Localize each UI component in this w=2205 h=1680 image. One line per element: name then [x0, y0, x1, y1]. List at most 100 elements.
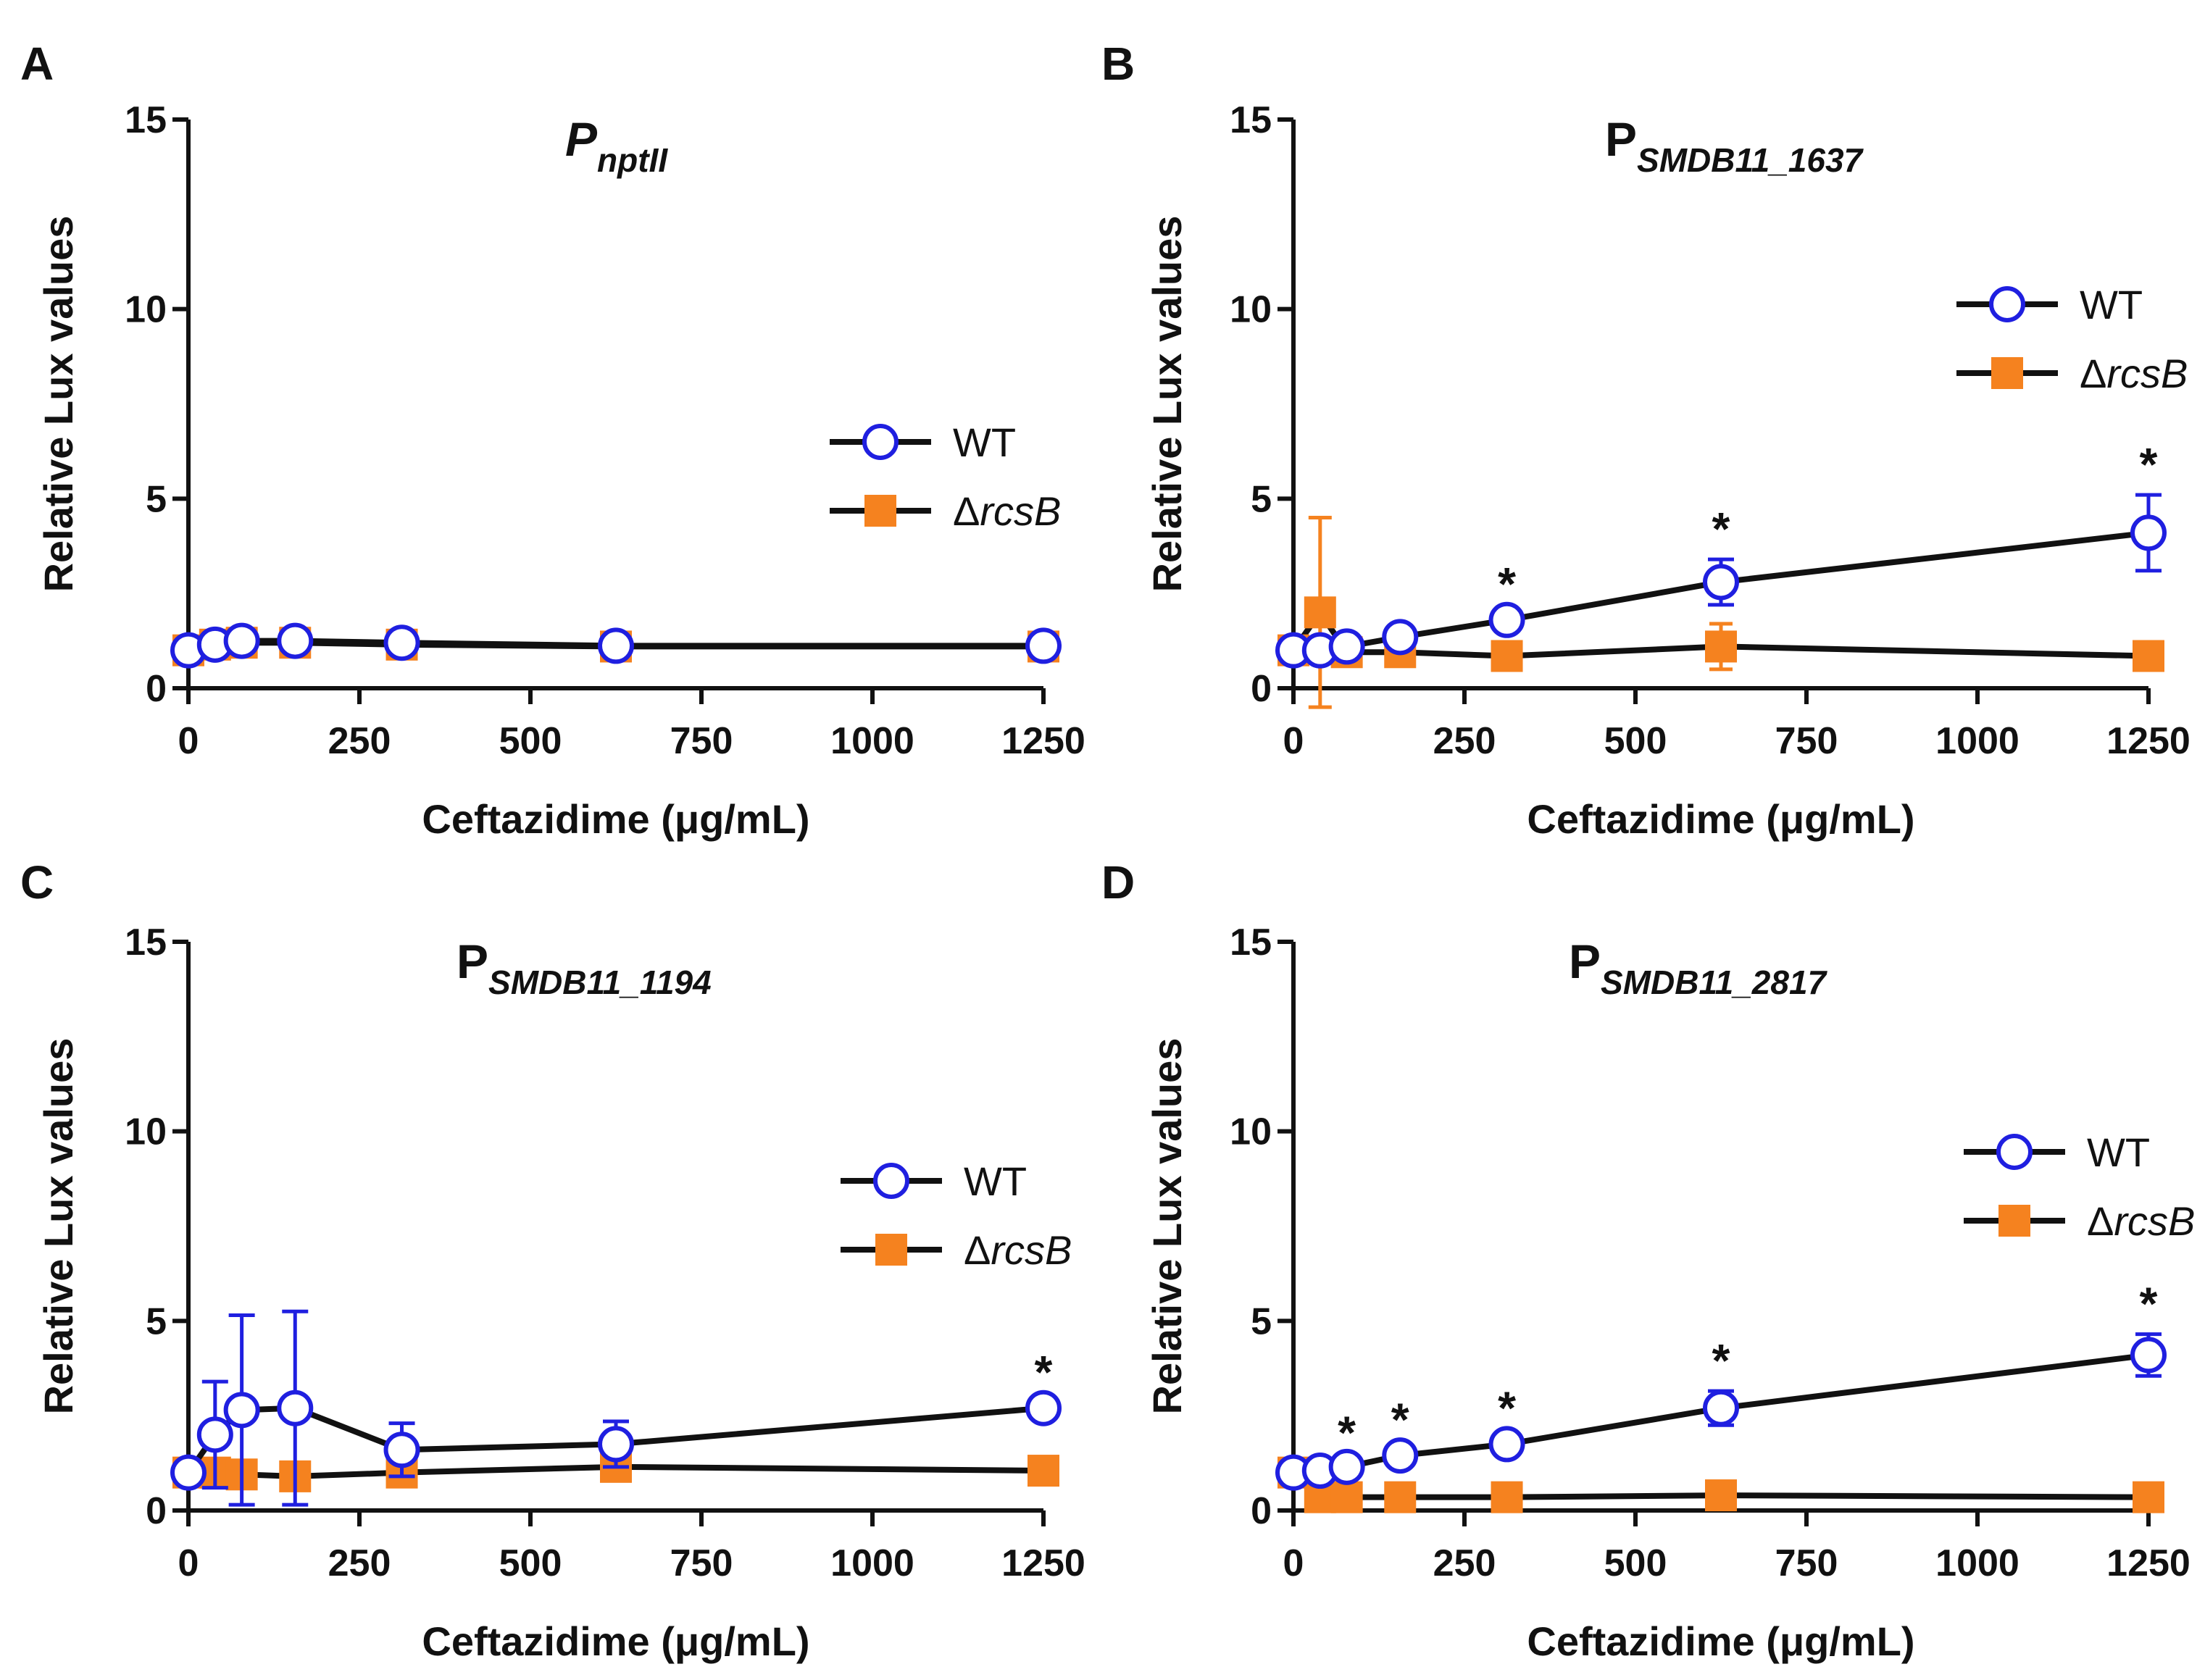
panel-d-significance-star: * [1498, 1382, 1516, 1434]
panel-b-legend-wt-marker [1989, 286, 2025, 322]
panel-c-letter: C [20, 856, 54, 908]
panel-d-y-axis-title: Relative Lux values [1144, 1038, 1190, 1415]
panel-c-ytick-label: 15 [125, 922, 167, 964]
panel-d-legend-mut-delta: Δ [2087, 1198, 2114, 1244]
panel-d-legend-mut-gene: rcsB [2114, 1198, 2195, 1244]
panel-a-ytick-label: 0 [146, 668, 167, 710]
panel-a-legend-wt-label: WT [953, 419, 1016, 465]
panel-d-xtick-label: 500 [1604, 1542, 1667, 1584]
panel-d-letter: D [1101, 856, 1135, 908]
panel-b-xtick-label: 0 [1283, 720, 1304, 762]
panel-d-ytick-label: 5 [1251, 1300, 1272, 1342]
panel-b-legend-mut-marker [1991, 357, 2023, 389]
panel-b-mut-point [1491, 640, 1523, 672]
panel-b-significance-star: * [1498, 558, 1516, 610]
panel-d-legend-mut-label: ΔrcsB [2087, 1198, 2195, 1244]
panel-a-ytick-label: 5 [146, 478, 167, 520]
panel-a-ytick-label: 15 [125, 99, 167, 141]
panel-c-mut-point [1028, 1455, 1059, 1487]
panel-b-significance-star: * [1712, 503, 1730, 555]
panel-a-wt-point [383, 624, 420, 661]
panel-a-wt-point [1025, 627, 1062, 664]
panel-c-legend-mut-gene: rcsB [991, 1227, 1072, 1273]
panel-d-significance-star: * [1338, 1407, 1356, 1459]
panel-c-wt-point [196, 1416, 233, 1453]
panel-b-ytick-label: 10 [1230, 289, 1272, 331]
panel-c-y-axis-title: Relative Lux values [36, 1038, 81, 1415]
panel-d-xtick-label: 1250 [2106, 1542, 2191, 1584]
panel-c-xtick-label: 750 [670, 1542, 733, 1584]
panel-b-y-axis-title: Relative Lux values [1144, 216, 1190, 593]
panel-d-mut-point [1705, 1479, 1737, 1512]
panel-b-wt-point [1328, 628, 1365, 665]
panel-a-y-axis-title: Relative Lux values [36, 216, 81, 593]
panel-b-legend-mut-delta: Δ [2080, 351, 2106, 396]
panel-d-significance-star: * [1391, 1393, 1409, 1445]
panel-d-mut-point [1491, 1481, 1523, 1513]
panel-a-legend-mut-delta: Δ [953, 488, 980, 534]
panel-b-legend-mut-gene: rcsB [2106, 351, 2188, 396]
panel-b-wt-point [1488, 601, 1525, 638]
panel-d-ytick-label: 0 [1251, 1490, 1272, 1532]
panel-c-ytick-label: 10 [125, 1111, 167, 1153]
panel-b-ytick-label: 5 [1251, 478, 1272, 520]
panel-a-xtick-label: 0 [178, 720, 199, 762]
panel-d-title: PSMDB11_2817 [1569, 935, 1828, 1001]
panel-d-ytick-label: 15 [1230, 922, 1272, 964]
panel-c-xtick-label: 250 [328, 1542, 391, 1584]
panel-a-ytick-label: 10 [125, 289, 167, 331]
panel-c-legend-mut-label: ΔrcsB [964, 1227, 1072, 1273]
panel-d-legend-wt-label: WT [2087, 1129, 2150, 1175]
panel-a-xtick-label: 1000 [830, 720, 914, 762]
panel-b-legend-wt-label: WT [2080, 282, 2143, 327]
panel-b-xtick-label: 1250 [2106, 720, 2191, 762]
panel-d-wt-point [1488, 1426, 1525, 1463]
panel-a-xtick-label: 250 [328, 720, 391, 762]
panel-b-mut-point [1304, 596, 1336, 629]
panel-c-legend-mut-marker [875, 1234, 907, 1266]
panel-b-wt-point [2130, 514, 2167, 551]
panel-c-legend-wt-label: WT [964, 1158, 1027, 1204]
panel-d-xtick-label: 250 [1433, 1542, 1496, 1584]
panel-a-xtick-label: 1250 [1001, 720, 1085, 762]
panel-a-legend-mut-label: ΔrcsB [953, 488, 1061, 534]
panel-c-xtick-label: 1000 [830, 1542, 914, 1584]
panel-d-legend-wt-marker [1996, 1134, 2033, 1170]
panel-b-significance-star: * [2140, 438, 2158, 490]
panel-b-wt-point [1382, 619, 1419, 656]
panel-c-title-subscript: SMDB11_1194 [488, 964, 712, 1001]
panel-d-significance-star: * [2140, 1278, 2158, 1330]
panel-b-wt-point [1703, 564, 1739, 601]
panel-d-legend-mut-marker [1998, 1205, 2030, 1237]
panel-c-wt-point [277, 1389, 314, 1426]
panel-d-wt-point [2130, 1337, 2167, 1374]
panel-a-wt-point [598, 627, 634, 664]
panel-d-significance-star: * [1712, 1334, 1730, 1387]
panel-d-ytick-label: 10 [1230, 1111, 1272, 1153]
panel-b-ytick-label: 0 [1251, 668, 1272, 710]
panel-c-xtick-label: 500 [499, 1542, 562, 1584]
panel-b-mut-point [1705, 630, 1737, 663]
panel-a-wt-point [223, 622, 260, 659]
panel-b-ytick-label: 15 [1230, 99, 1272, 141]
panel-c-wt-point [223, 1392, 260, 1429]
panel-c-legend-mut-delta: Δ [964, 1227, 991, 1273]
panel-a-title: PnptII [565, 112, 668, 179]
panel-d-wt-point [1382, 1437, 1419, 1474]
panel-a-wt-point [277, 622, 314, 659]
panel-c-title: PSMDB11_1194 [457, 935, 712, 1001]
panel-a-legend-mut-marker [864, 495, 896, 527]
panel-b-xtick-label: 500 [1604, 720, 1667, 762]
panel-b-title-subscript: SMDB11_1637 [1637, 141, 1864, 179]
panel-b-xtick-label: 1000 [1935, 720, 2019, 762]
panel-b-title-main: P [1605, 112, 1637, 166]
panel-a-xtick-label: 750 [670, 720, 733, 762]
panel-c-ytick-label: 0 [146, 1490, 167, 1532]
panel-d-title-subscript: SMDB11_2817 [1601, 964, 1828, 1001]
panel-b-x-axis-title: Ceftazidime (μg/mL) [1527, 796, 1914, 842]
panel-a-x-axis-title: Ceftazidime (μg/mL) [422, 796, 809, 842]
panel-c-wt-point [383, 1432, 420, 1468]
panel-d-wt-point [1703, 1389, 1739, 1426]
panel-d-x-axis-title: Ceftazidime (μg/mL) [1527, 1618, 1914, 1664]
